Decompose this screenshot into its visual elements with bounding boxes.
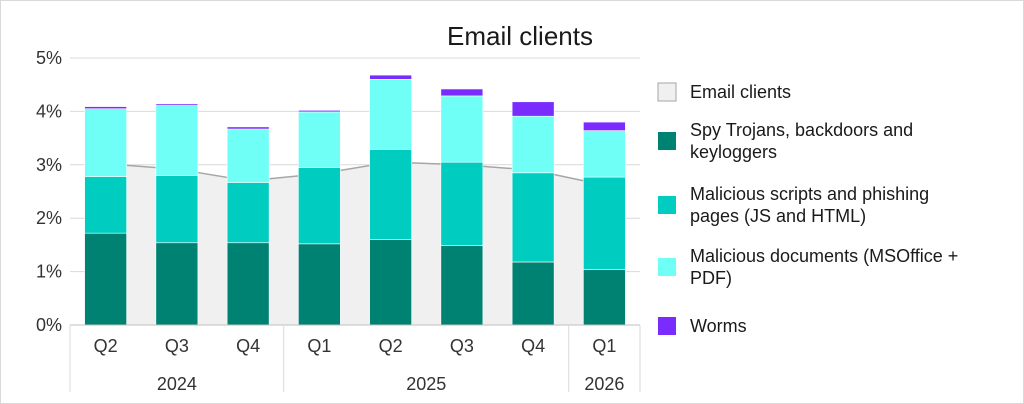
bar-segment-series-0 [298, 243, 341, 326]
bar-segment-series-3 [511, 101, 555, 117]
bar-segment-series-3 [369, 74, 412, 80]
bar-segment-series-3 [298, 110, 341, 113]
bar-segment-series-1 [298, 167, 341, 245]
bar-segment-series-2 [369, 79, 412, 150]
bar-segment-series-2 [226, 128, 270, 183]
legend-swatch [658, 132, 676, 150]
legend-swatch [658, 317, 676, 335]
legend-label: PDF) [690, 268, 732, 288]
legend-label: Email clients [690, 82, 791, 102]
y-tick-label: 2% [36, 208, 62, 228]
y-tick-label: 1% [36, 262, 62, 282]
chart-title: Email clients [447, 21, 593, 51]
legend-label: Malicious documents (MSOffice + [690, 246, 958, 266]
bar-segment-series-0 [583, 269, 626, 326]
x-tick-label: Q4 [236, 336, 260, 356]
y-tick-label: 3% [36, 155, 62, 175]
bar-segment-series-1 [511, 172, 555, 263]
bar-segment-series-2 [298, 111, 341, 168]
bar-segment-series-3 [155, 103, 199, 106]
axis-layer: 0% 1% 2% 3% 4% 5% Q2 Q3 Q4 Q1 Q2 Q3 Q4 Q1 2024 2025 2026 [36, 48, 641, 394]
y-tick-label: 5% [36, 48, 62, 68]
bar-segment-series-1 [226, 182, 270, 244]
legend-label: keyloggers [690, 142, 777, 162]
x-tick-label: Q3 [450, 336, 474, 356]
bar-segment-series-0 [226, 242, 270, 326]
x-tick-label: Q1 [307, 336, 331, 356]
bar-segment-series-1 [369, 149, 412, 240]
bar-segment-series-0 [440, 245, 484, 326]
x-tick-label: Q4 [521, 336, 545, 356]
legend-label: pages (JS and HTML) [690, 206, 866, 226]
x-tick-label: Q2 [94, 336, 118, 356]
bar-segment-series-3 [583, 121, 626, 131]
year-label: 2026 [584, 374, 624, 394]
bar-segment-series-3 [84, 106, 127, 110]
x-tick-label: Q1 [592, 336, 616, 356]
bar-segment-series-2 [155, 105, 199, 176]
bar-segment-series-1 [155, 175, 199, 244]
bar-segment-series-1 [440, 161, 484, 246]
x-tick-label: Q2 [379, 336, 403, 356]
legend-layer: Email clients Spy Trojans, backdoors andk… [657, 82, 958, 336]
legend-label: Worms [690, 316, 747, 336]
bar-segment-series-3 [440, 88, 484, 97]
x-tick-label: Q3 [165, 336, 189, 356]
y-tick-label: 4% [36, 101, 62, 121]
legend-swatch [658, 258, 676, 276]
bar-segment-series-2 [511, 115, 555, 174]
bar-segment-series-0 [84, 232, 127, 326]
bar-segment-series-2 [440, 95, 484, 163]
legend-swatch [658, 196, 676, 214]
bar-segment-series-0 [155, 242, 199, 326]
bar-segment-series-1 [84, 176, 127, 234]
bar-segment-series-0 [369, 239, 412, 326]
bar-segment-series-0 [511, 261, 555, 326]
bar-layer [84, 74, 626, 326]
bar-segment-series-2 [84, 108, 127, 177]
legend-swatch [657, 82, 677, 102]
year-label: 2025 [406, 374, 446, 394]
year-label: 2024 [157, 374, 197, 394]
bar-segment-series-3 [226, 126, 270, 130]
legend-label: Malicious scripts and phishing [690, 184, 929, 204]
bar-segment-series-2 [583, 130, 626, 178]
bar-segment-series-1 [583, 176, 626, 270]
legend-label: Spy Trojans, backdoors and [690, 120, 913, 140]
y-tick-label: 0% [36, 315, 62, 335]
